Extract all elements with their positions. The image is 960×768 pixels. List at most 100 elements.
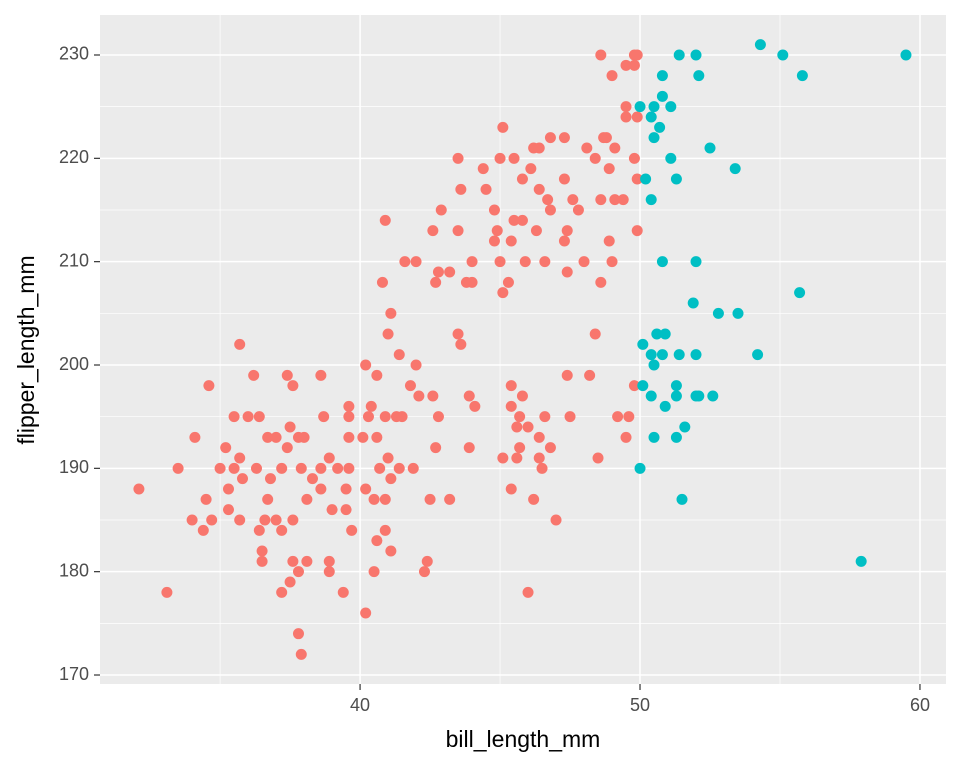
point [326,504,338,516]
point [323,555,335,567]
point [654,121,666,133]
point [315,462,327,474]
point [656,70,668,82]
point [589,152,601,164]
point [234,514,246,526]
point [539,256,551,268]
point [214,462,226,474]
point [567,194,579,206]
y-tick-label: 230 [59,44,89,64]
point [561,225,573,237]
point [315,483,327,495]
point [645,111,657,123]
point [505,400,517,412]
point [452,328,464,340]
point [595,49,607,61]
points [133,39,912,660]
point [637,338,649,350]
point [528,493,540,505]
y-tick-label: 180 [59,560,89,580]
point [609,142,621,154]
point [292,628,304,640]
point [550,514,562,526]
point [533,431,545,443]
point [712,307,724,319]
panel-background [100,15,946,684]
point [399,256,411,268]
point [631,49,643,61]
point [371,369,383,381]
point [796,70,808,82]
point [256,545,268,557]
point [250,462,262,474]
point [558,173,570,185]
point [444,266,456,278]
point [323,566,335,578]
point [385,545,397,557]
point [508,214,520,226]
point [603,163,615,175]
point [172,462,184,474]
point [855,555,867,567]
x-tick-label: 50 [630,695,650,715]
point [544,204,556,216]
point [754,39,766,51]
point [421,555,433,567]
point [584,369,596,381]
point [533,452,545,464]
point [494,152,506,164]
point [430,442,442,454]
point [276,462,288,474]
point [292,566,304,578]
point [656,256,668,268]
point [343,462,355,474]
point [544,132,556,144]
point [186,514,198,526]
point [656,349,668,361]
point [516,214,528,226]
point [511,421,523,433]
point [287,555,299,567]
point [634,462,646,474]
point [432,266,444,278]
point [430,276,442,288]
point [514,411,526,423]
point [379,411,391,423]
point [382,328,394,340]
point [777,49,789,61]
point [360,607,372,619]
point [648,101,660,113]
point [222,483,234,495]
point [488,204,500,216]
point [332,462,344,474]
point [612,411,624,423]
point [253,411,265,423]
point [578,256,590,268]
point [242,411,254,423]
point [222,504,234,516]
point [648,132,660,144]
point [259,514,271,526]
point [522,586,534,598]
point [491,225,503,237]
point [505,235,517,247]
point [704,142,716,154]
point [544,442,556,454]
point [511,452,523,464]
point [379,493,391,505]
point [645,194,657,206]
point [900,49,912,61]
y-tick-label: 210 [59,250,89,270]
point [371,431,383,443]
point [301,555,313,567]
point [228,411,240,423]
point [276,524,288,536]
point [676,493,688,505]
point [385,307,397,319]
point [628,380,640,392]
point [645,349,657,361]
point [343,411,355,423]
x-tick-label: 60 [910,695,930,715]
